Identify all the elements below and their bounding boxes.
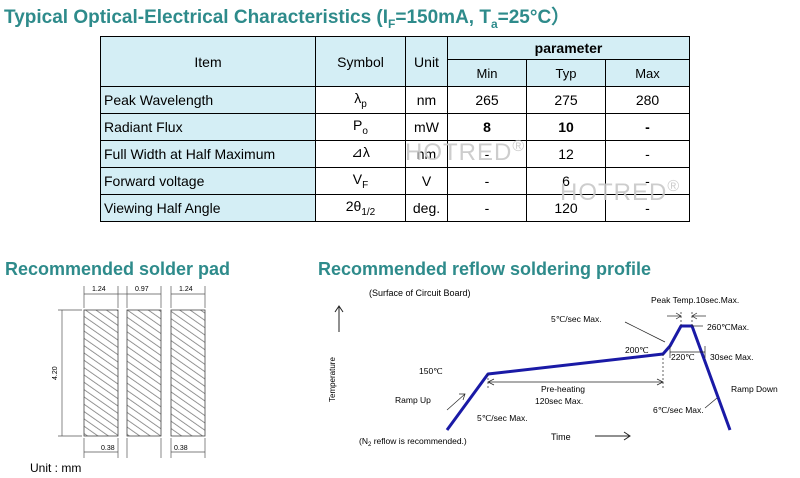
t150-label: 150℃ — [419, 366, 443, 376]
solder-pad-left — [83, 309, 119, 437]
row-typ: 12 — [526, 140, 606, 168]
reflow-profile-title: Recommended reflow soldering profile — [318, 259, 652, 279]
row-item: Viewing Half Angle — [100, 194, 316, 222]
header-max: Max — [605, 59, 690, 87]
t260-label: 260℃Max. — [707, 322, 749, 332]
row-item: Forward voltage — [100, 167, 316, 195]
t220-label: 220℃ — [671, 352, 695, 362]
row-unit: mW — [405, 113, 448, 141]
rate-5c-top-label: 5℃/sec Max. — [551, 314, 602, 324]
solder-pad-right — [170, 309, 206, 437]
characteristics-table: Item Symbol Unit parameter Min Typ Max P… — [100, 36, 690, 222]
x-axis-label: Time — [551, 432, 571, 442]
row-min: - — [447, 194, 527, 222]
peak-temp-label: Peak Temp.10sec.Max. — [651, 295, 739, 305]
header-min: Min — [447, 59, 527, 87]
row-min: 8 — [447, 113, 527, 141]
n2-note: (N2 reflow is recommended.) — [359, 436, 467, 448]
dim-height: 4.20 — [52, 366, 59, 380]
table-row: Peak Wavelength λp nm 265 275 280 — [100, 86, 690, 114]
solder-pad-diagram: 1.24 0.97 1.24 4.20 0.38 0.38 — [52, 286, 206, 458]
reflow-profile-diagram: Temperature Time (Surface of Circuit Boa… — [328, 288, 778, 448]
dim-bottom-right: 0.38 — [174, 445, 188, 452]
row-unit: nm — [405, 86, 448, 114]
dim-bottom-left: 0.38 — [101, 445, 115, 452]
t30s-label: 30sec Max. — [710, 352, 753, 362]
header-symbol: Symbol — [315, 36, 406, 87]
ramp-down-label: Ramp Down — [731, 384, 778, 394]
characteristics-title: Typical Optical-Electrical Characteristi… — [4, 7, 571, 31]
row-symbol: VF — [315, 167, 406, 195]
watermark: HOTRED® — [405, 138, 526, 166]
dim-pad-width-right: 1.24 — [179, 286, 193, 293]
row-typ: 120 — [526, 194, 606, 222]
row-max: 280 — [605, 86, 690, 114]
row-symbol: Po — [315, 113, 406, 141]
t200-label: 200℃ — [625, 345, 649, 355]
dim-gap: 0.97 — [135, 286, 149, 293]
y-axis-label: Temperature — [328, 357, 337, 402]
header-unit: Unit — [405, 36, 448, 87]
row-max: - — [605, 194, 690, 222]
row-symbol: 2θ1/2 — [315, 194, 406, 222]
row-min: 265 — [447, 86, 527, 114]
row-item: Radiant Flux — [100, 113, 316, 141]
surface-label: (Surface of Circuit Board) — [369, 288, 471, 298]
row-max: - — [605, 113, 690, 141]
header-parameter: parameter — [447, 36, 690, 60]
row-typ: 10 — [526, 113, 606, 141]
row-typ: 275 — [526, 86, 606, 114]
row-item: Full Width at Half Maximum — [100, 140, 316, 168]
dim-pad-width: 1.24 — [92, 286, 106, 293]
table-row: Full Width at Half Maximum ⊿λ nm - 12 - — [100, 140, 690, 168]
solder-pad-title: Recommended solder pad — [5, 259, 231, 279]
row-symbol: ⊿λ — [315, 140, 406, 168]
row-max: - — [605, 167, 690, 195]
unit-label: Unit : mm — [30, 461, 82, 475]
ramp-up-label: Ramp Up — [395, 395, 431, 405]
table-row: Radiant Flux Po mW 8 10 - — [100, 113, 690, 141]
row-symbol: λp — [315, 86, 406, 114]
rate-5c-bottom-label: 5℃/sec Max. — [477, 413, 528, 423]
row-min: - — [447, 167, 527, 195]
solder-pad-middle — [126, 309, 162, 437]
watermark: HOTRED® — [560, 178, 681, 206]
table-row: Forward voltage VF V - 6 - — [100, 167, 690, 195]
header-typ: Typ — [526, 59, 606, 87]
row-unit: deg. — [405, 194, 448, 222]
row-unit: V — [405, 167, 448, 195]
table-row: Viewing Half Angle 2θ1/2 deg. - 120 - — [100, 194, 690, 222]
row-typ: 6 — [526, 167, 606, 195]
row-item: Peak Wavelength — [100, 86, 316, 114]
header-item: Item — [100, 36, 316, 87]
row-max: - — [605, 140, 690, 168]
preheat-label: Pre-heating — [541, 384, 585, 394]
preheat-time-label: 120sec Max. — [535, 396, 583, 406]
rate-6c-label: 6℃/sec Max. — [653, 405, 704, 415]
